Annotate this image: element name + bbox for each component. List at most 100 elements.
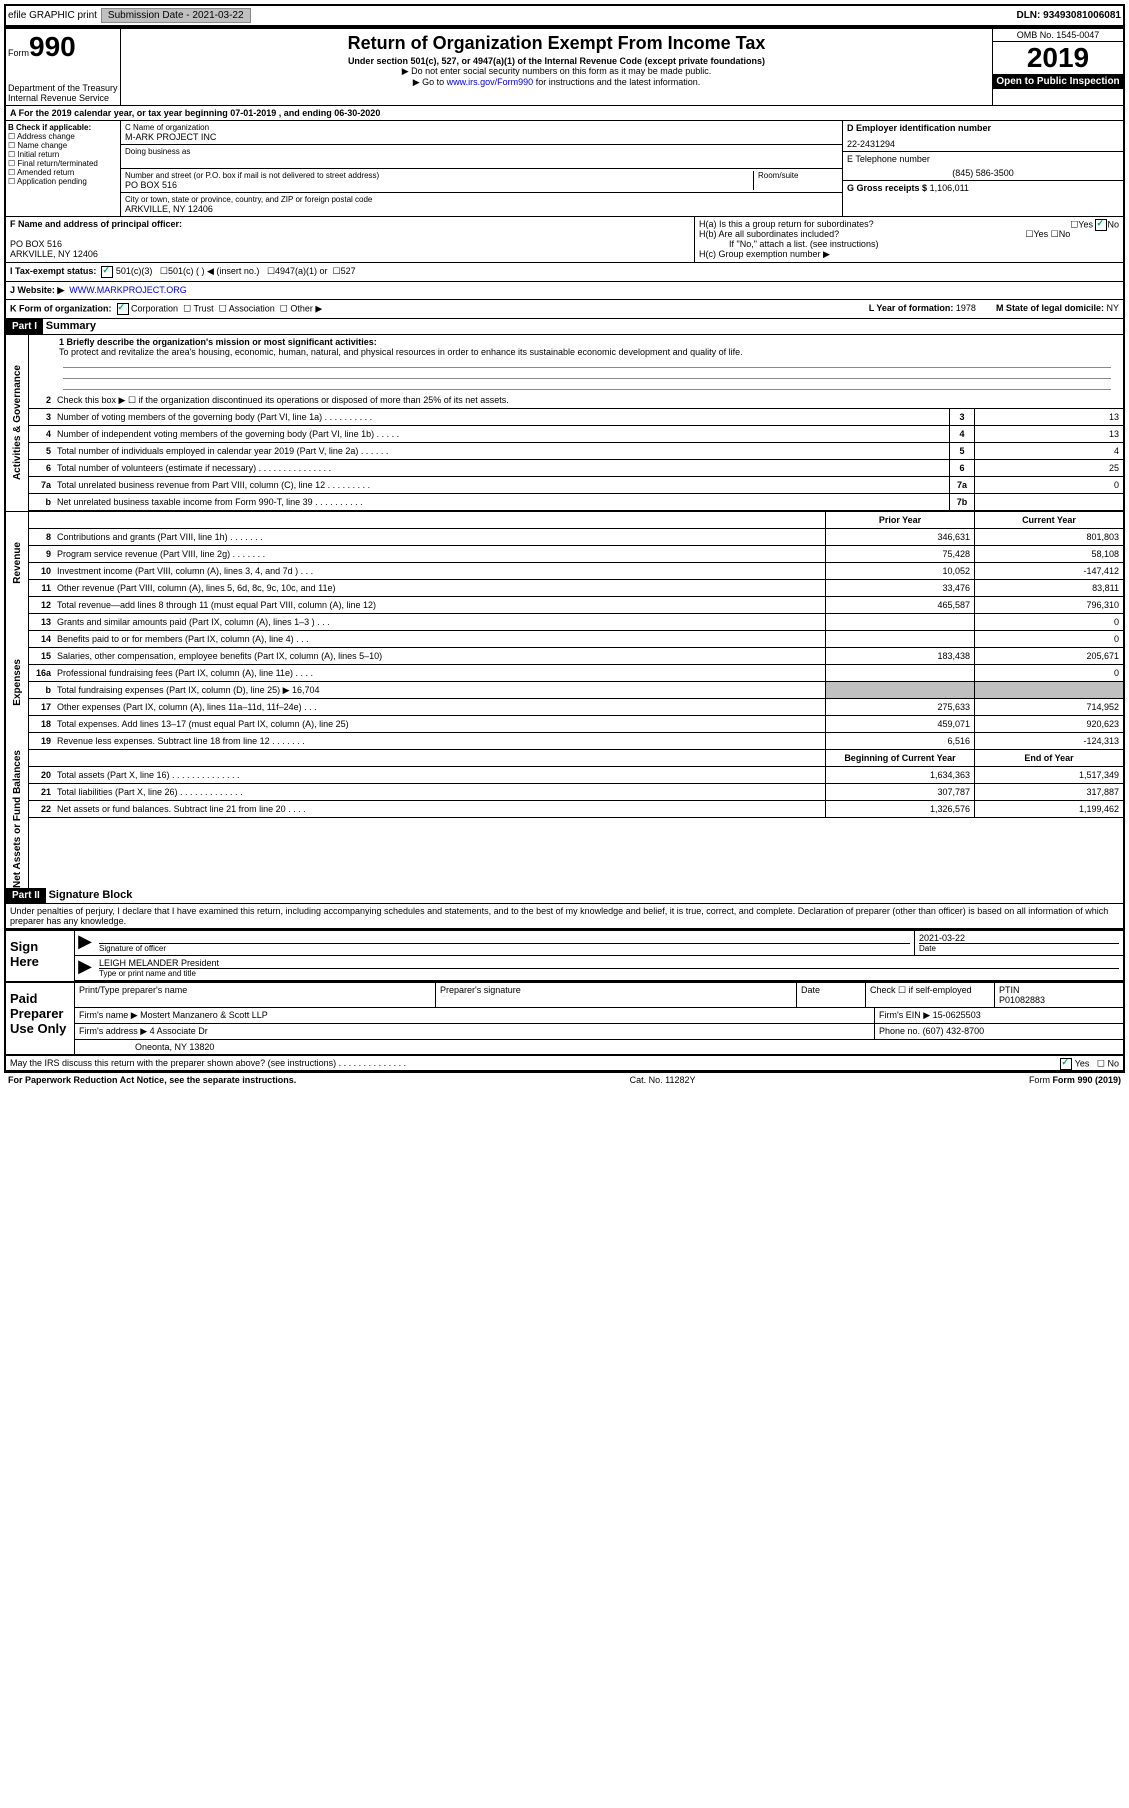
firm-addr-label: Firm's address ▶ [79,1026,147,1036]
discuss-yes-checkbox[interactable] [1060,1058,1072,1070]
org-name-row: C Name of organization M-ARK PROJECT INC [121,121,842,145]
ptin-label: PTIN [999,985,1020,995]
footer-left: For Paperwork Reduction Act Notice, see … [8,1075,296,1085]
officer-name: LEIGH MELANDER President [99,958,1119,968]
assoc-label: Association [229,303,275,313]
submission-date-btn[interactable]: Submission Date - 2021-03-22 [101,8,251,23]
subtitle-3: ▶ Go to www.irs.gov/Form990 for instruct… [123,77,990,88]
dba-row: Doing business as [121,145,842,169]
subtitle-1: Under section 501(c), 527, or 4947(a)(1)… [123,56,990,66]
addr-row: Number and street (or P.O. box if mail i… [121,169,842,193]
checkbox-initial-return[interactable]: ☐ Initial return [8,150,118,159]
hb-label: H(b) Are all subordinates included? [699,229,839,239]
rev-header-row: Prior Year Current Year [29,512,1123,529]
checkbox-address-change[interactable]: ☐ Address change [8,132,118,141]
501c3-checkbox[interactable] [101,266,113,278]
hc-row: H(c) Group exemption number ▶ [699,249,1119,260]
line-b: bTotal fundraising expenses (Part IX, co… [29,682,1123,699]
website-row: J Website: ▶ WWW.MARKPROJECT.ORG [6,282,1123,300]
subtitle-2: ▶ Do not enter social security numbers o… [123,66,990,77]
col-c-org: C Name of organization M-ARK PROJECT INC… [121,121,842,216]
i-label: I Tax-exempt status: [10,266,96,278]
line-b: bNet unrelated business taxable income f… [29,494,1123,511]
footer-form: Form 990 (2019) [1052,1075,1121,1085]
tax-status-row: I Tax-exempt status: 501(c)(3) ☐ 501(c) … [6,263,1123,282]
date-label: Date [919,943,1119,953]
line-6: 6Total number of volunteers (estimate if… [29,460,1123,477]
ptin-val: P01082883 [999,995,1045,1005]
discuss-text: May the IRS discuss this return with the… [10,1058,406,1068]
footer-right: Form Form 990 (2019) [1029,1075,1121,1085]
side-expenses: Expenses [6,614,29,750]
firm-addr-cell: Firm's address ▶ 4 Associate Dr [75,1024,875,1039]
line-19: 19Revenue less expenses. Subtract line 1… [29,733,1123,750]
phone-row: E Telephone number (845) 586-3500 [843,152,1123,181]
side-netassets: Net Assets or Fund Balances [6,750,29,888]
officer-label: F Name and address of principal officer: [10,219,182,229]
goto-pre: ▶ Go to [413,77,447,87]
line-14: 14Benefits paid to or for members (Part … [29,631,1123,648]
l-label: L Year of formation: [869,303,954,313]
public-inspection: Open to Public Inspection [993,74,1123,89]
opt-501c: 501(c) ( ) ◀ (insert no.) [168,266,259,278]
signature-cell[interactable]: Signature of officer [95,931,915,955]
phone-label: E Telephone number [847,154,1119,164]
line-3: 3Number of voting members of the governi… [29,409,1123,426]
ha-row: H(a) Is this a group return for subordin… [699,219,1119,229]
form990-link[interactable]: www.irs.gov/Form990 [447,77,534,87]
line-8: 8Contributions and grants (Part VIII, li… [29,529,1123,546]
officer-name-cell: LEIGH MELANDER President Type or print n… [95,956,1123,980]
end-year-hdr: End of Year [974,750,1123,766]
line-21: 21Total liabilities (Part X, line 26) . … [29,784,1123,801]
l-val: 1978 [956,303,976,313]
form-title: Return of Organization Exempt From Incom… [123,33,990,54]
mission-text: To protect and revitalize the area's hou… [59,347,743,357]
b-label: B Check if applicable: [8,123,118,132]
corp-label: Corporation [131,303,178,313]
prior-year-hdr: Prior Year [825,512,974,528]
side-net-text: Net Assets or Fund Balances [12,750,23,888]
name-label: Type or print name and title [99,968,1119,978]
website-link[interactable]: WWW.MARKPROJECT.ORG [69,285,187,296]
j-label: J Website: ▶ [10,285,64,296]
part2-title: Signature Block [49,889,133,901]
m-val: NY [1106,303,1119,313]
row-a-period: A For the 2019 calendar year, or tax yea… [6,106,1123,121]
col-d: D Employer identification number 22-2431… [842,121,1123,216]
officer-cell: F Name and address of principal officer:… [6,217,695,262]
other-label: Other ▶ [290,303,322,313]
org-name: M-ARK PROJECT INC [125,132,838,142]
summary-netassets: Net Assets or Fund Balances Beginning of… [6,750,1123,888]
line-18: 18Total expenses. Add lines 13–17 (must … [29,716,1123,733]
side-gov-text: Activities & Governance [12,365,23,480]
addr-label: Number and street (or P.O. box if mail i… [125,171,753,180]
omb-number: OMB No. 1545-0047 [993,29,1123,42]
corp-checkbox[interactable] [117,303,129,315]
ptin-cell: PTIN P01082883 [995,983,1123,1007]
part1-badge: Part I [6,319,43,334]
ha-no-checkbox[interactable] [1095,219,1107,231]
phone-label2: Phone no. [879,1026,920,1036]
tax-year: 2019 [993,42,1123,74]
checkbox-name-change[interactable]: ☐ Name change [8,141,118,150]
org-name-label: C Name of organization [125,123,838,132]
checkbox-application-pending[interactable]: ☐ Application pending [8,177,118,186]
part2-badge: Part II [6,888,46,903]
gross-row: G Gross receipts $ 1,106,011 [843,181,1123,195]
mission-label: 1 Briefly describe the organization's mi… [59,337,377,347]
sign-date-cell: 2021-03-22 Date [915,931,1123,955]
col-b-checkboxes: B Check if applicable: ☐ Address change☐… [6,121,121,216]
line-12: 12Total revenue—add lines 8 through 11 (… [29,597,1123,614]
line-5: 5Total number of individuals employed in… [29,443,1123,460]
self-emp-cell: Check ☐ if self-employed [866,983,995,1007]
officer-addr1: PO BOX 516 [10,239,62,249]
ein-val: 22-2431294 [847,139,1119,149]
trust-label: Trust [193,303,213,313]
side-governance: Activities & Governance [6,335,29,511]
dba-label: Doing business as [125,147,838,156]
checkbox-amended-return[interactable]: ☐ Amended return [8,168,118,177]
checkbox-final-return-terminated[interactable]: ☐ Final return/terminated [8,159,118,168]
ha-label: H(a) Is this a group return for subordin… [699,219,874,229]
line-17: 17Other expenses (Part IX, column (A), l… [29,699,1123,716]
line-4: 4Number of independent voting members of… [29,426,1123,443]
